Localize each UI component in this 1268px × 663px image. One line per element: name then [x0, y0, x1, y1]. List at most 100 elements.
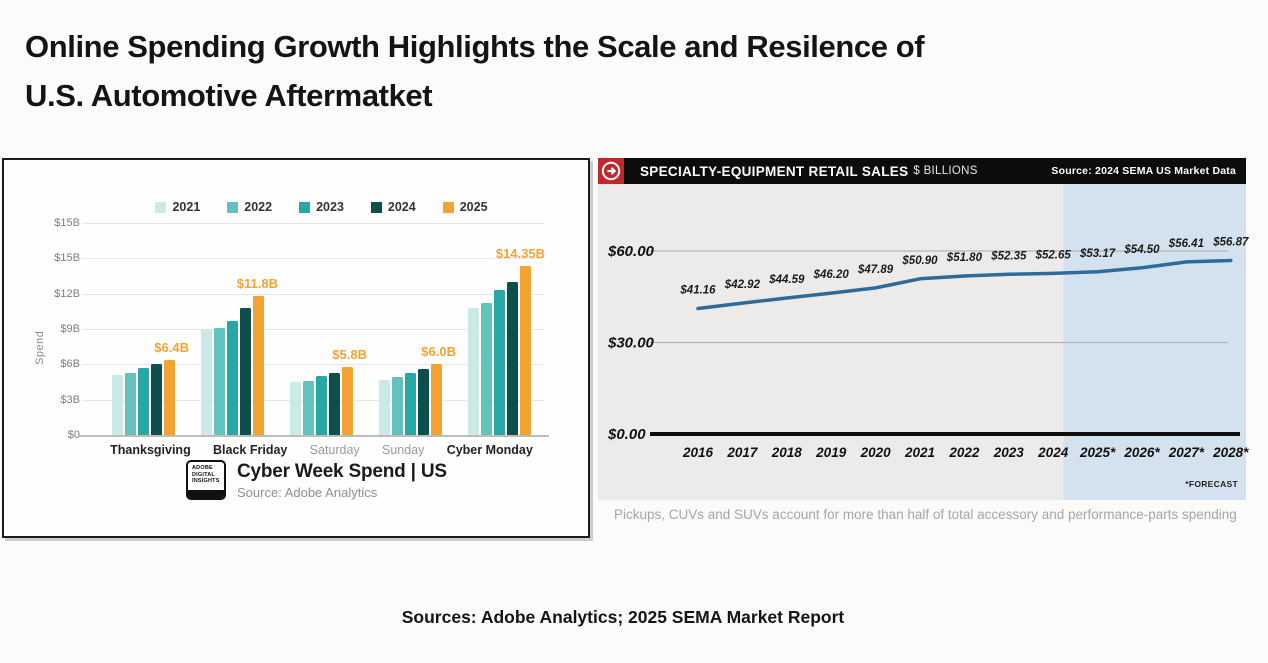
line-chart-header-bar: SPECIALTY-EQUIPMENT RETAIL SALES $ BILLI… [598, 158, 1246, 184]
point-value-label: $42.92 [724, 279, 761, 291]
bar-2022 [214, 327, 225, 435]
bar-2023 [138, 367, 149, 435]
bar-2025 [431, 364, 442, 435]
bar-value-label: $14.35B [495, 246, 545, 261]
gridline [82, 329, 544, 330]
y-tick-label: $60.00 [607, 243, 655, 260]
y-tick-label: $15B [54, 252, 80, 265]
bar-value-label: $5.8B [332, 346, 367, 362]
bar-2021 [379, 379, 390, 435]
legend-label: 2023 [316, 200, 344, 214]
bar-2022 [303, 380, 314, 435]
bar-group-cyber-monday: $14.35B [468, 246, 545, 435]
gridline [82, 223, 544, 224]
bar-2021 [112, 374, 123, 435]
y-tick-label: $6B [60, 358, 80, 371]
category-label: Black Friday [213, 443, 288, 457]
y-tick-label: $30.00 [607, 335, 655, 352]
point-value-label: $54.50 [1123, 244, 1160, 256]
category-label: Saturday [309, 443, 360, 457]
legend-item-2024: 2024 [370, 200, 416, 214]
legend-item-2023: 2023 [299, 200, 344, 214]
x-tick-label: 2021 [904, 445, 935, 460]
gridline [82, 364, 544, 366]
x-tick-label: 2028* [1212, 445, 1249, 460]
point-value-label: $52.35 [990, 250, 1027, 262]
legend-label: 2022 [244, 200, 273, 214]
bar-chart-footer: ADOBE DIGITAL INSIGHTS Cyber Week Spend | … [186, 460, 447, 500]
legend-item-2022: 2022 [227, 200, 272, 214]
bar-chart-title: Cyber Week Spend | US [237, 460, 447, 482]
point-value-label: $53.17 [1079, 248, 1116, 260]
bar-2024 [151, 364, 162, 435]
point-value-label: $44.59 [768, 274, 805, 286]
category-label: Cyber Monday [446, 443, 533, 457]
point-value-label: $56.41 [1168, 238, 1204, 250]
bar-group-thanksgiving: $6.4B [112, 340, 189, 435]
line-chart-source: Source: 2024 SEMA US Market Data [1051, 165, 1236, 177]
y-tick-label: $3B [60, 393, 80, 406]
point-value-label: $46.20 [813, 269, 850, 281]
bar-2022 [125, 372, 136, 435]
line-chart-title: SPECIALTY-EQUIPMENT RETAIL SALES [640, 163, 909, 179]
point-value-label: $50.90 [901, 255, 938, 267]
cyber-week-chart-panel: 2021 2022 2023 2024 2025 $0 $3B $6B $9B $12B $15B… [2, 158, 590, 538]
bar-2025 [520, 266, 531, 435]
x-tick-label: 2024 [1037, 445, 1069, 460]
bar-chart-legend: 2021 2022 2023 2024 2025 [99, 200, 544, 214]
legend-item-2025: 2025 [442, 200, 488, 214]
point-value-label: $41.16 [679, 284, 716, 296]
bar-chart-source: Source: Adobe Analytics [237, 484, 378, 500]
bar-2023 [405, 372, 416, 435]
legend-label: 2025 [459, 200, 488, 214]
bar-2021 [290, 382, 301, 435]
x-tick-label: 2027* [1168, 445, 1205, 460]
bar-group-saturday: $5.8B [290, 347, 367, 435]
bar-2023 [227, 320, 238, 435]
bar-2024 [329, 372, 340, 435]
bar-2022 [481, 303, 492, 435]
bar-2024 [240, 307, 251, 435]
bar-chart-plot-area: $6.4B $11.8B $5.8B $6.0B $14.35B [99, 223, 545, 435]
adobe-digital-insights-logo: ADOBE DIGITAL INSIGHTS [186, 460, 226, 500]
bar-2025 [164, 359, 175, 435]
sema-line-chart-panel: SPECIALTY-EQUIPMENT RETAIL SALES $ BILLI… [598, 158, 1249, 500]
x-tick-label: 2022 [948, 445, 980, 460]
point-value-label: $52.65 [1035, 249, 1072, 261]
bar-2023 [494, 290, 505, 435]
x-tick-label: 2018 [771, 445, 803, 460]
bar-value-label: $11.8B [236, 276, 278, 291]
line-chart-canvas: $60.00 $30.00 $0.00 $41.16 $42.92 $44.59 $46.2… [607, 184, 1249, 500]
bar-2024 [507, 281, 518, 435]
arrow-circle-icon [598, 158, 624, 184]
bar-2021 [201, 329, 212, 435]
x-tick-label: 2016 [682, 445, 714, 460]
legend-swatch [442, 201, 454, 213]
gridline [82, 293, 544, 295]
page-title-line1: Online Spending Growth Highlights the Sc… [25, 29, 925, 64]
logo-bottom-bar [188, 490, 224, 498]
point-value-label: $51.80 [946, 252, 983, 264]
page-title-line2: U.S. Automotive Aftermatket [25, 78, 433, 113]
line-chart-caption: Pickups, CUVs and SUVs account for more … [614, 507, 1237, 522]
y-tick-label: $9B [60, 323, 80, 335]
x-tick-label: 2020 [860, 445, 892, 460]
legend-swatch [370, 201, 382, 213]
line-chart-unit: $ BILLIONS [913, 165, 978, 177]
x-tick-label: 2025* [1079, 445, 1116, 460]
data-line [696, 258, 1233, 311]
bar-chart-category-labels: Thanksgiving Black Friday Saturday Sunday Cy… [99, 443, 544, 457]
point-value-label: $47.89 [857, 264, 894, 276]
gridline [82, 258, 544, 260]
bar-value-label: $6.4B [154, 339, 189, 355]
x-tick-label: 2023 [993, 445, 1025, 460]
legend-swatch [299, 201, 311, 213]
page-title: Online Spending Growth Highlights the Sc… [25, 22, 925, 120]
bar-value-label: $6.0B [421, 344, 456, 360]
bar-group-sunday: $6.0B [379, 344, 456, 435]
y-tick-label: $12B [54, 287, 80, 300]
category-label: Thanksgiving [110, 443, 191, 457]
bar-2022 [392, 377, 403, 435]
legend-swatch [227, 201, 239, 213]
bar-2023 [316, 376, 327, 435]
